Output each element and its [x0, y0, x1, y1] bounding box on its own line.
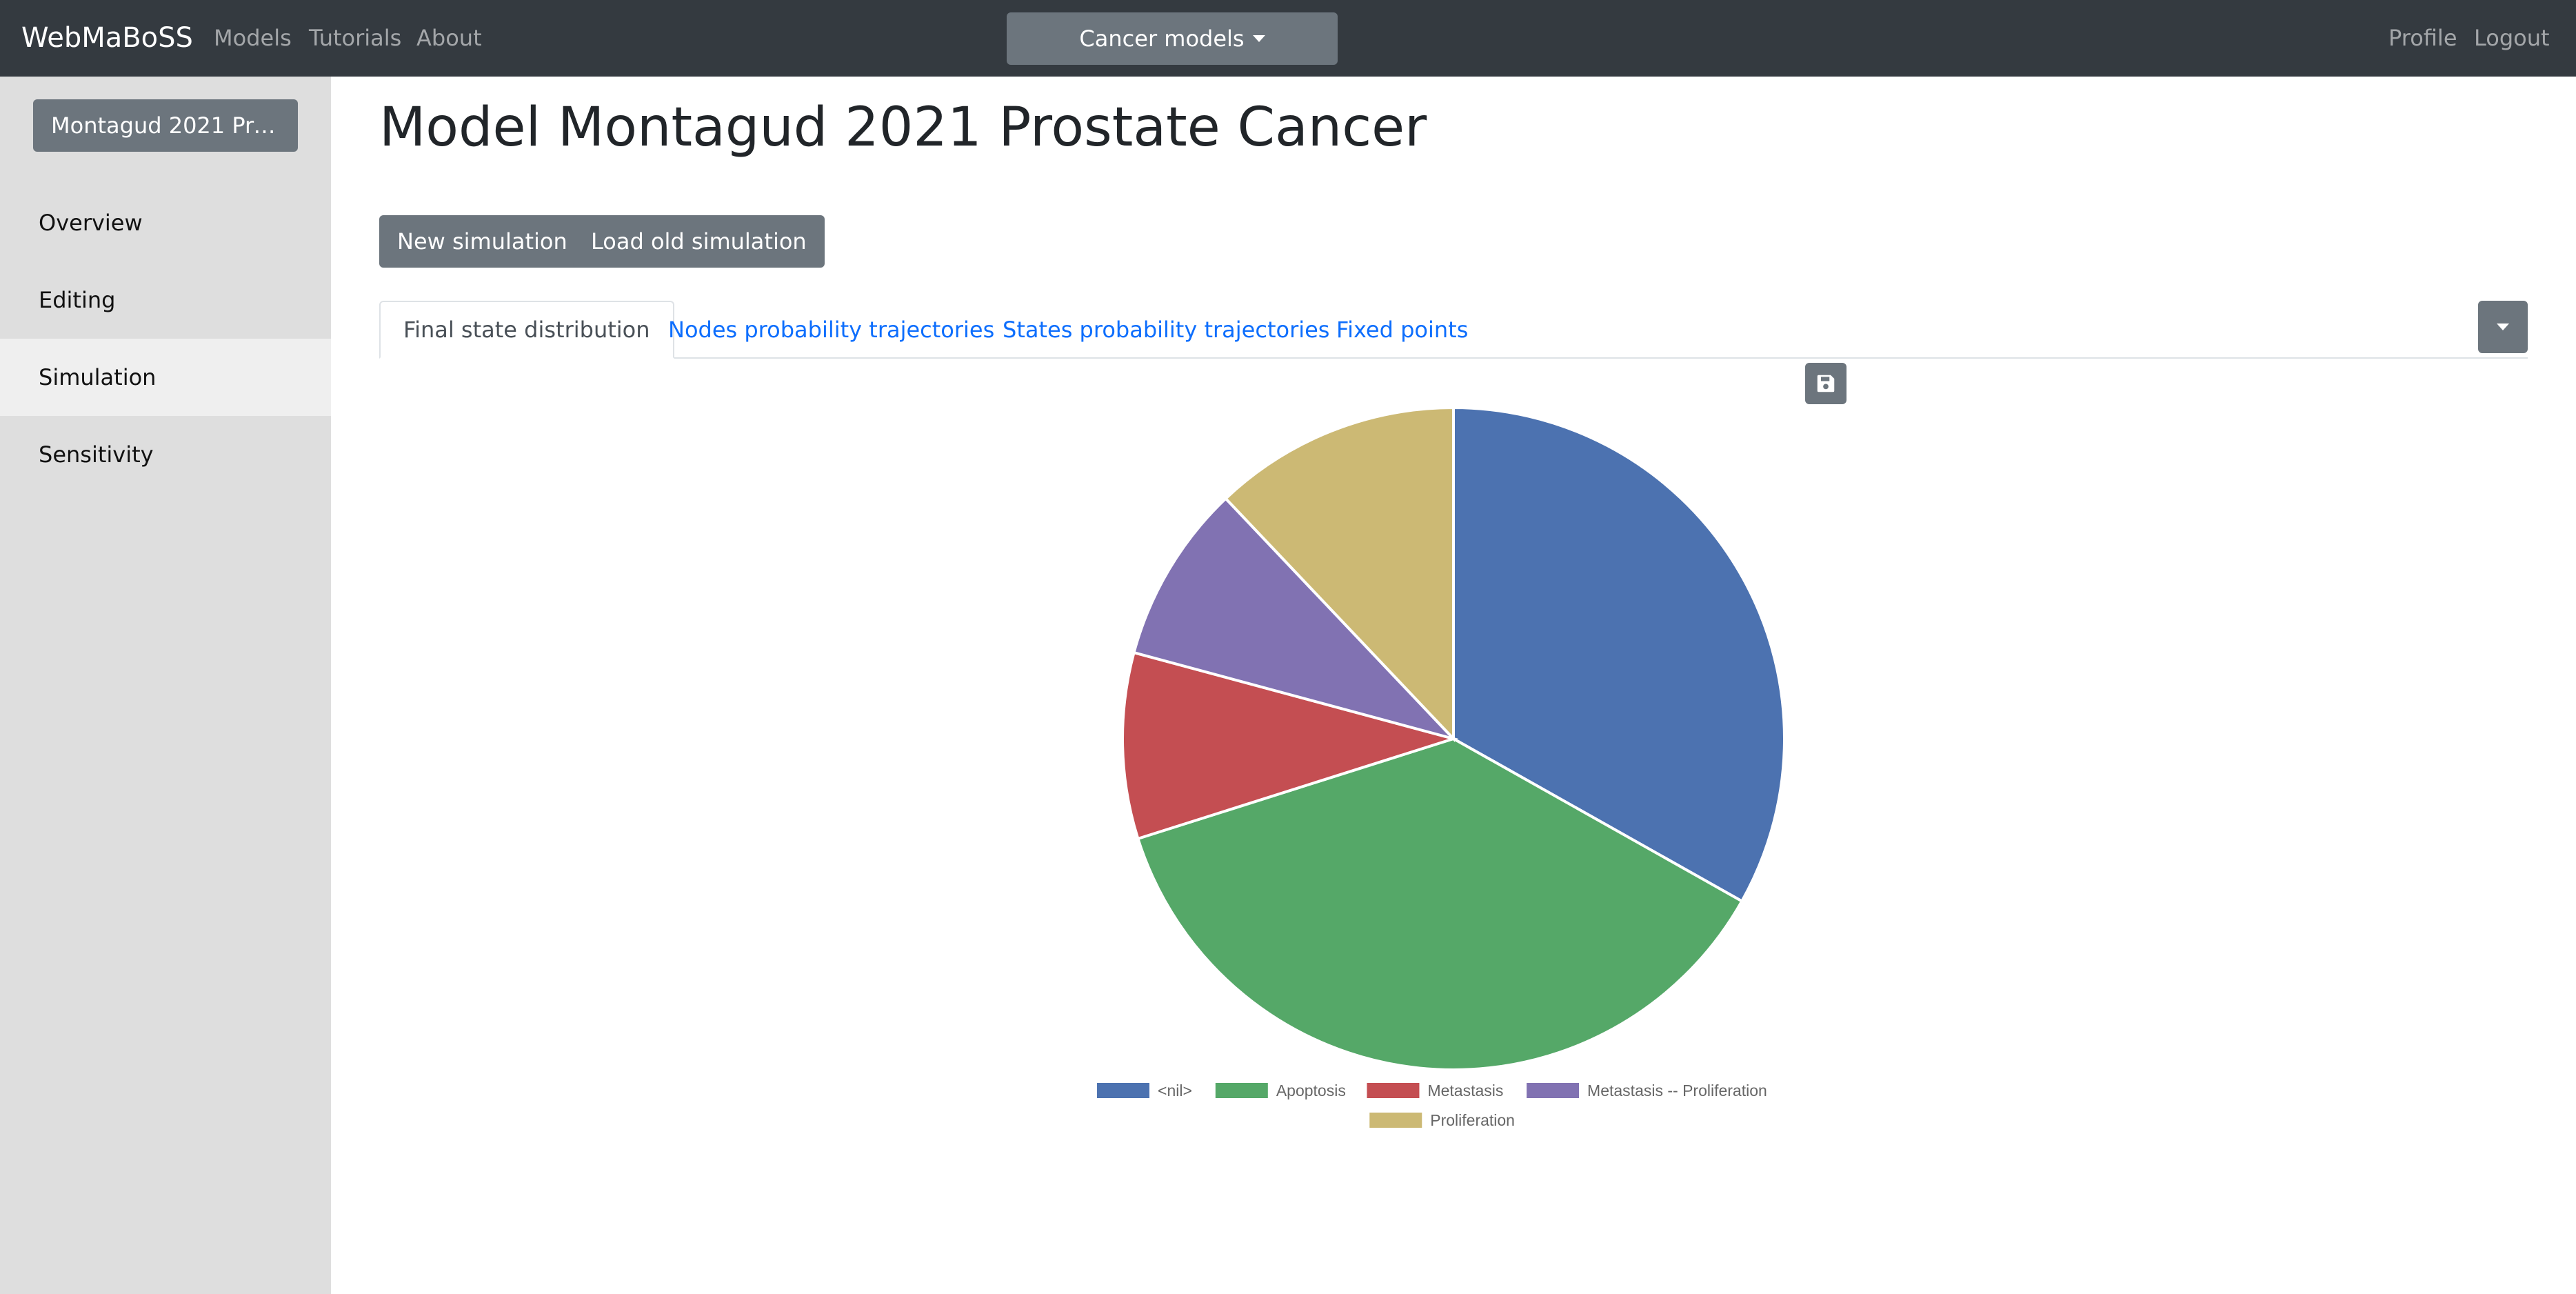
legend-label-2[interactable]: Metastasis — [1427, 1082, 1503, 1099]
sidebar-item-sensitivity[interactable]: Sensitivity — [39, 441, 154, 468]
save-chart-button[interactable] — [1805, 363, 1847, 404]
legend-swatch-3[interactable] — [1527, 1083, 1580, 1098]
load-old-simulation-button[interactable]: Load old simulation — [573, 215, 825, 268]
nav-link-tutorials[interactable]: Tutorials — [309, 25, 402, 51]
pie-slice-0[interactable] — [1452, 406, 1786, 904]
save-icon — [1817, 375, 1835, 392]
pie-slice-3[interactable] — [1132, 496, 1458, 741]
legend-swatch-0[interactable] — [1097, 1083, 1150, 1098]
legend-swatch-1[interactable] — [1215, 1083, 1268, 1098]
page-title: Model Montagud 2021 Prostate Cancer — [379, 97, 1427, 159]
final-state-pie-chart: <nil> Apoptosis Metastasis Metastasis -- Pr… — [1097, 406, 1786, 1129]
sidebar-item-overview[interactable]: Overview — [39, 210, 143, 236]
new-simulation-button[interactable]: New simulation — [379, 215, 585, 268]
pie-slice-2[interactable] — [1121, 650, 1459, 841]
model-select-button[interactable]: Montagud 2021 Prostate Cancer — [33, 99, 298, 152]
cancer-models-dropdown[interactable]: Cancer models — [1007, 12, 1338, 65]
legend-label-0[interactable]: <nil> — [1158, 1082, 1192, 1099]
tab-nodes-probability-trajectories[interactable]: Nodes probability trajectories — [668, 317, 995, 343]
legend-label-4[interactable]: Proliferation — [1430, 1111, 1515, 1129]
sidebar-item-editing[interactable]: Editing — [39, 287, 116, 313]
legend-label-3[interactable]: Metastasis -- Proliferation — [1587, 1082, 1767, 1099]
nav-link-models[interactable]: Models — [214, 25, 292, 51]
sidebar-item-simulation[interactable]: Simulation — [0, 339, 331, 416]
tabs-menu-toggle[interactable] — [2478, 301, 2528, 353]
nav-link-logout[interactable]: Logout — [2474, 25, 2550, 51]
sidebar: Montagud 2021 Prostate Cancer Overview E… — [0, 77, 331, 1294]
caret-down-icon — [2497, 324, 2509, 330]
legend-label-1[interactable]: Apoptosis — [1276, 1082, 1346, 1099]
brand-logo[interactable]: WebMaBoSS — [21, 22, 193, 54]
tab-final-state-distribution[interactable]: Final state distribution — [379, 301, 674, 359]
tab-states-probability-trajectories[interactable]: States probability trajectories — [1003, 317, 1330, 343]
cancer-models-label: Cancer models — [1079, 26, 1245, 52]
caret-down-icon — [1252, 35, 1265, 42]
tabs-divider — [379, 357, 2528, 359]
nav-link-profile[interactable]: Profile — [2388, 25, 2457, 51]
tab-fixed-points[interactable]: Fixed points — [1336, 317, 1469, 343]
nav-link-about[interactable]: About — [416, 25, 482, 51]
legend-swatch-2[interactable] — [1367, 1083, 1420, 1098]
pie-slice-1[interactable] — [1136, 737, 1744, 1071]
pie-slice-4[interactable] — [1223, 406, 1455, 743]
top-navbar: WebMaBoSS Models Tutorials About Cancer … — [0, 0, 2576, 77]
legend-swatch-4[interactable] — [1369, 1113, 1422, 1128]
